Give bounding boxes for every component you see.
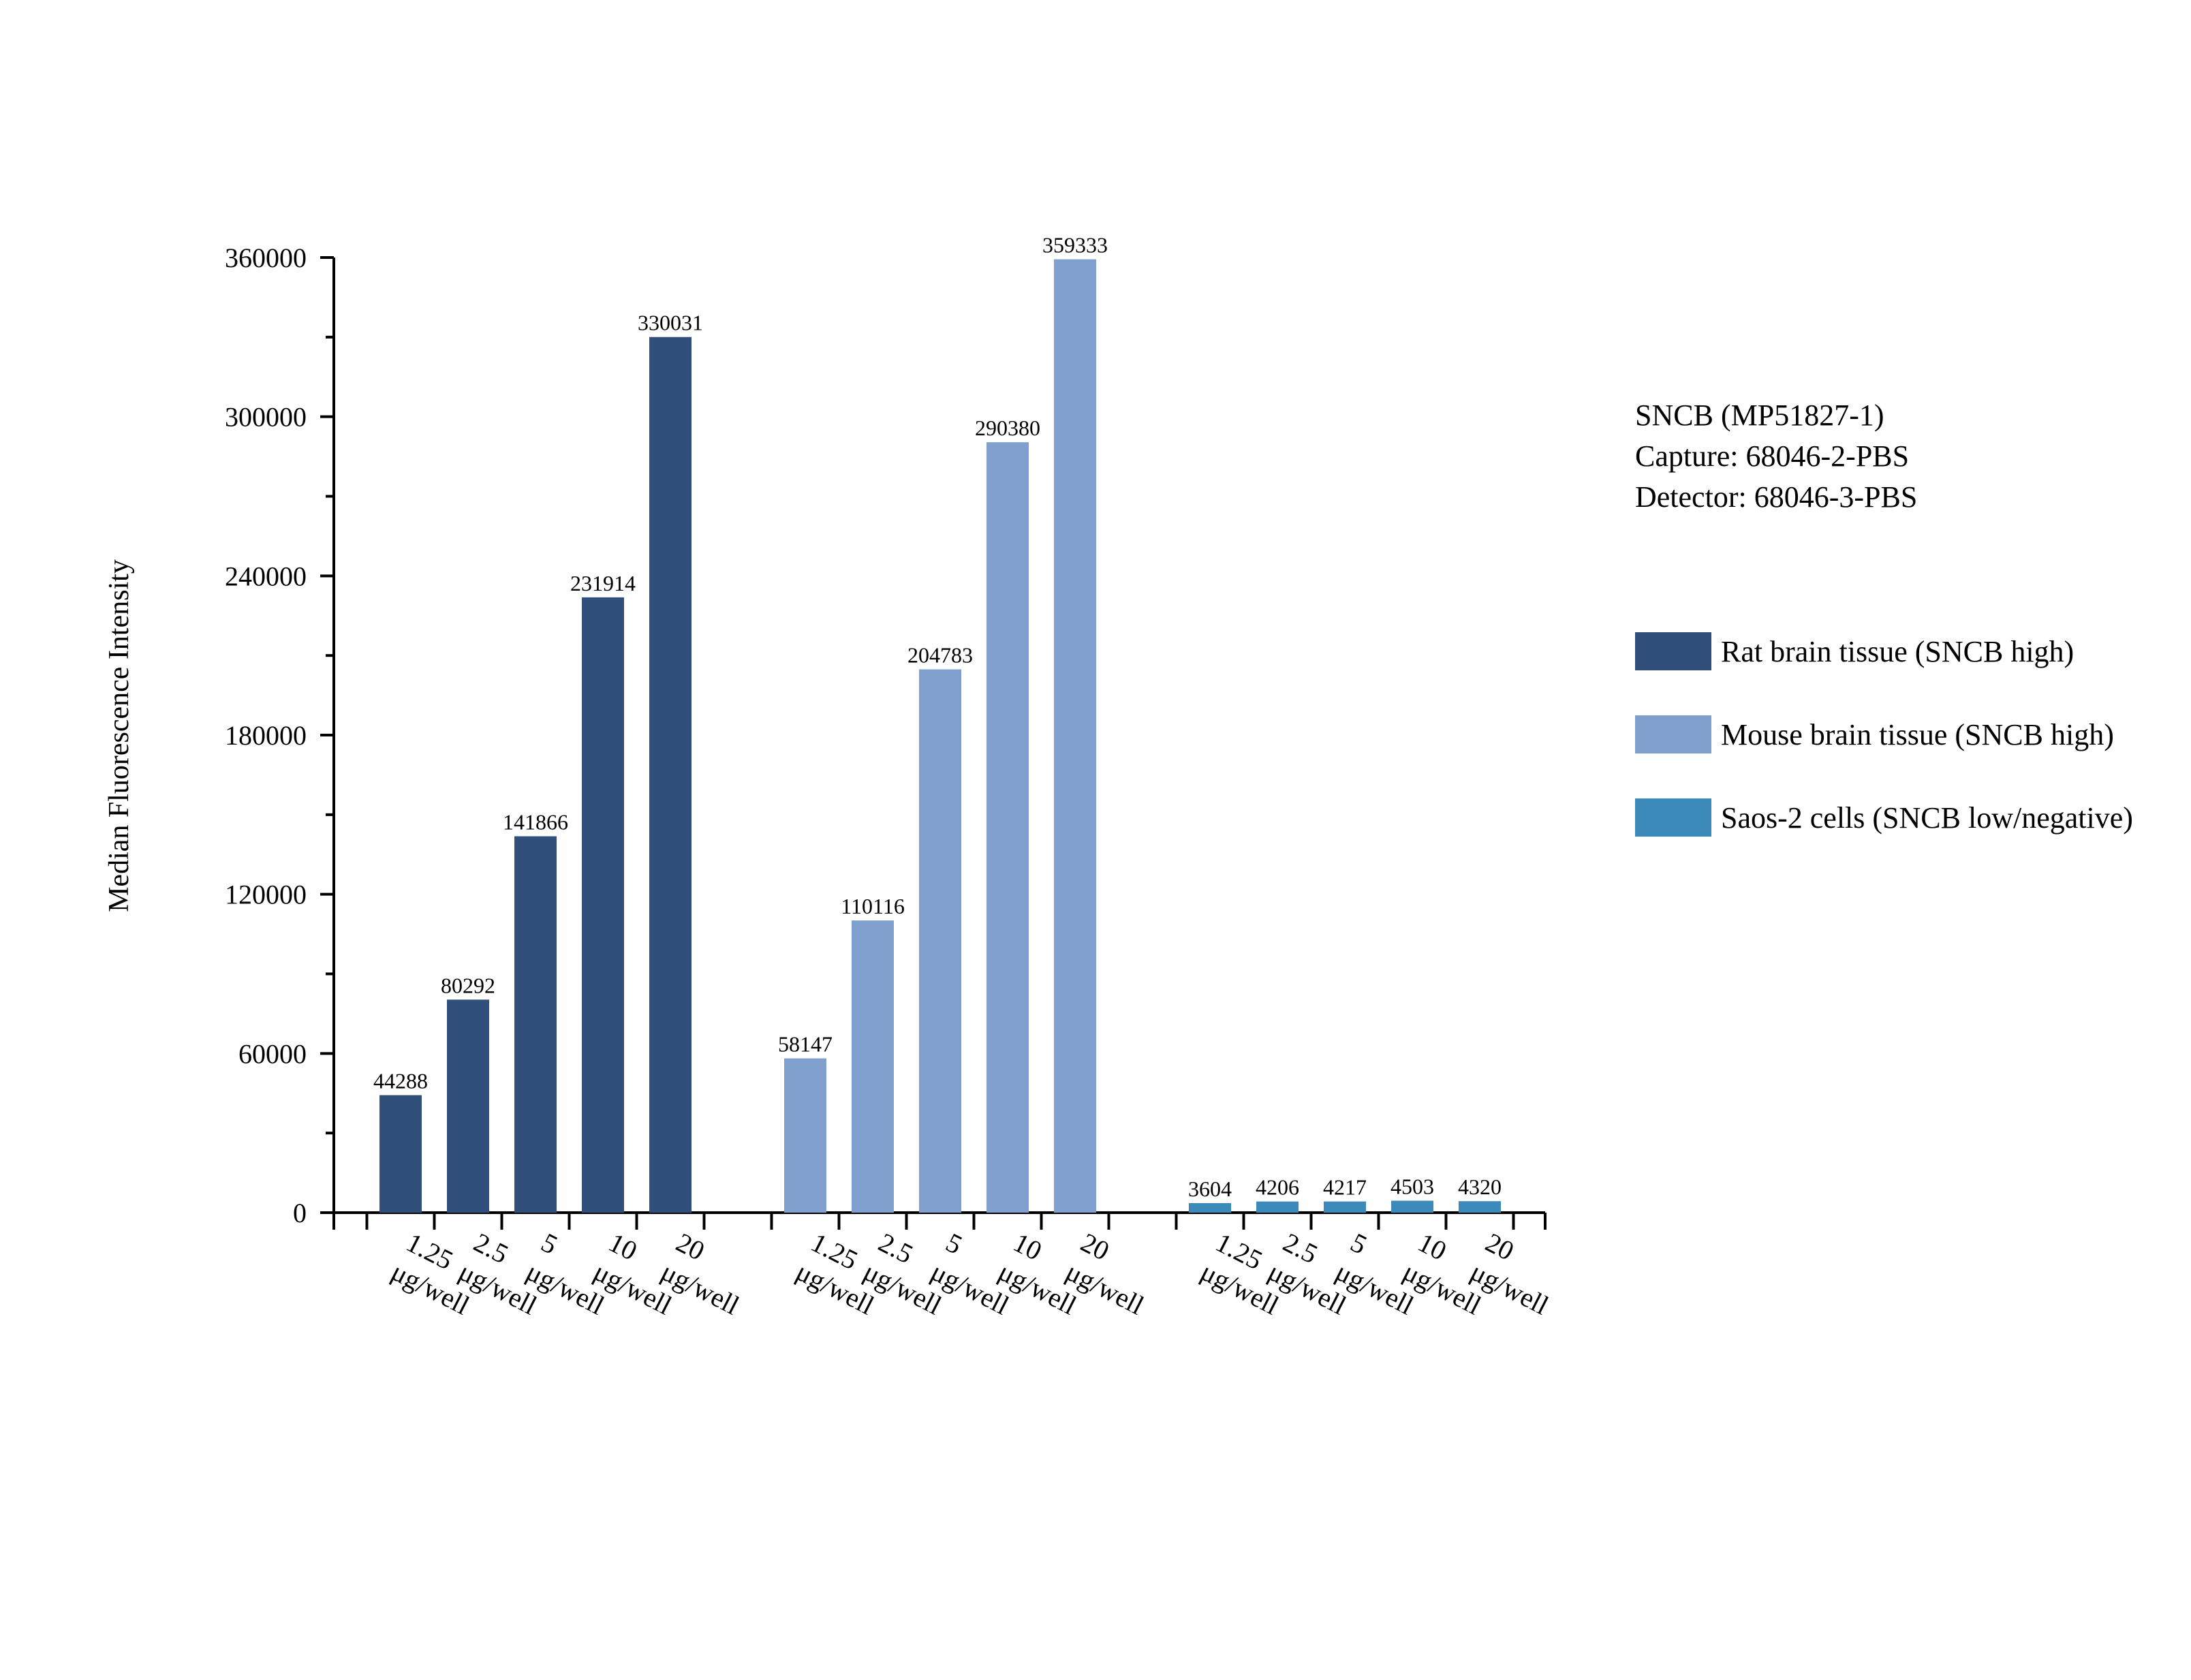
legend-label-saos: Saos-2 cells (SNCB low/negative) <box>1721 800 2133 835</box>
chart-info: SNCB (MP51827-1) Capture: 68046-2-PBS De… <box>1635 395 1917 518</box>
info-detector: Detector: 68046-3-PBS <box>1635 480 1918 514</box>
bar <box>1256 1201 1299 1213</box>
bar <box>852 920 894 1213</box>
y-tick-label: 0 <box>293 1198 307 1228</box>
data-label: 44288 <box>373 1069 428 1093</box>
info-capture: Capture: 68046-2-PBS <box>1635 439 1910 473</box>
bar <box>379 1095 422 1213</box>
bar <box>1324 1201 1366 1213</box>
data-label: 4217 <box>1323 1175 1367 1200</box>
data-label: 4503 <box>1390 1174 1434 1198</box>
legend-item-saos: Saos-2 cells (SNCB low/negative) <box>1635 796 2133 839</box>
y-tick-label: 120000 <box>225 880 307 910</box>
bar <box>582 597 624 1213</box>
bar <box>1459 1201 1501 1213</box>
data-label: 58147 <box>778 1032 833 1057</box>
x-tick-label: 20μg/well <box>1061 1227 1164 1321</box>
data-label: 231914 <box>570 571 636 595</box>
data-label: 359333 <box>1042 233 1108 258</box>
legend-label-rat: Rat brain tissue (SNCB high) <box>1721 634 2075 668</box>
bar <box>1189 1202 1231 1213</box>
data-label: 330031 <box>638 311 703 335</box>
legend-swatch-saos <box>1635 798 1711 837</box>
legend-item-mouse: Mouse brain tissue (SNCB high) <box>1635 713 2133 756</box>
bar <box>1391 1200 1433 1213</box>
data-label: 3604 <box>1188 1177 1232 1201</box>
legend-label-mouse: Mouse brain tissue (SNCB high) <box>1721 717 2114 751</box>
bar <box>447 999 489 1213</box>
data-label: 110116 <box>841 894 905 918</box>
bar <box>649 337 692 1213</box>
legend-swatch-mouse <box>1635 715 1711 753</box>
legend-item-rat: Rat brain tissue (SNCB high) <box>1635 630 2133 672</box>
bar <box>986 442 1029 1213</box>
bar <box>784 1058 826 1213</box>
data-label: 80292 <box>441 973 495 997</box>
legend-swatch-rat <box>1635 632 1711 670</box>
x-tick-label: 20μg/well <box>657 1227 759 1321</box>
y-tick-label: 240000 <box>225 561 307 591</box>
bar <box>1054 259 1096 1213</box>
data-label: 4320 <box>1458 1175 1502 1199</box>
x-tick-label: 20μg/well <box>1466 1227 1568 1321</box>
data-label: 141866 <box>503 810 568 835</box>
y-tick-label: 360000 <box>225 243 307 273</box>
bar <box>919 669 961 1213</box>
y-tick-label: 60000 <box>238 1038 307 1069</box>
y-axis-title: Median Fluorescence Intensity <box>104 559 135 912</box>
y-tick-label: 300000 <box>225 402 307 433</box>
data-label: 204783 <box>907 642 973 667</box>
legend: Rat brain tissue (SNCB high) Mouse brain… <box>1635 630 2133 880</box>
data-label: 4206 <box>1256 1175 1299 1200</box>
info-antibody: SNCB (MP51827-1) <box>1635 399 1884 432</box>
y-tick-label: 180000 <box>225 720 307 751</box>
bar <box>514 836 557 1213</box>
data-label: 290380 <box>975 416 1040 440</box>
